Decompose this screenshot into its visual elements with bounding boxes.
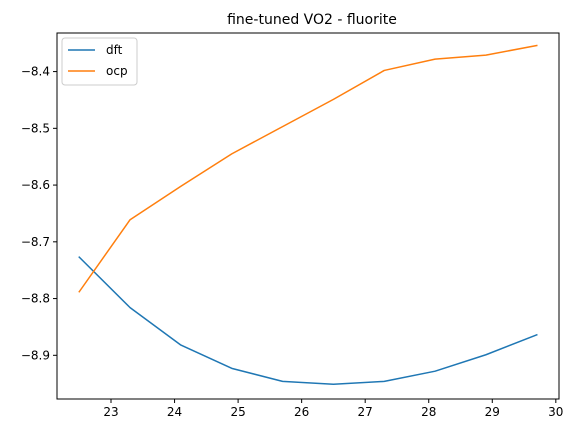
legend-label-dft: dft xyxy=(106,43,123,57)
x-tick-label: 25 xyxy=(230,405,245,419)
x-tick-label: 26 xyxy=(294,405,309,419)
x-tick-label: 23 xyxy=(103,405,118,419)
x-tick-label: 24 xyxy=(167,405,182,419)
y-tick-label: −8.6 xyxy=(21,178,50,192)
series-line-dft xyxy=(78,256,538,385)
y-tick-label: −8.9 xyxy=(21,348,50,362)
x-tick-label: 28 xyxy=(421,405,436,419)
y-tick-label: −8.5 xyxy=(21,121,50,135)
y-tick-label: −8.7 xyxy=(21,235,50,249)
y-tick-label: −8.8 xyxy=(21,292,50,306)
y-tick-label: −8.4 xyxy=(21,65,50,79)
plot-frame xyxy=(56,32,560,400)
x-tick-label: 27 xyxy=(358,405,373,419)
x-tick-label: 30 xyxy=(548,405,563,419)
chart-title: fine-tuned VO2 - fluorite xyxy=(227,12,397,28)
series-line-ocp xyxy=(78,44,538,293)
legend-label-ocp: ocp xyxy=(106,64,128,78)
x-tick-label: 29 xyxy=(485,405,500,419)
